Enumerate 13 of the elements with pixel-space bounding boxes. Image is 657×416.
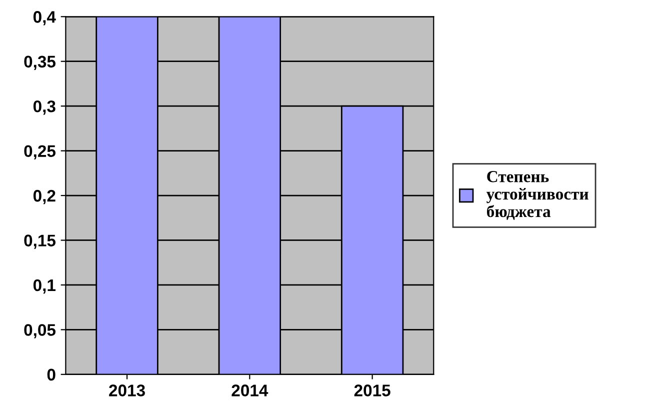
y-tick-label: 0,3 (33, 100, 56, 115)
legend-label: Степень устойчивости бюджета (486, 171, 588, 220)
y-tick-label: 0,2 (33, 190, 56, 204)
y-tick-label: 0 (47, 368, 56, 381)
x-tick-label: 2014 (232, 384, 268, 396)
y-tick-label: 0,15 (24, 234, 56, 249)
y-tick-label: 0,35 (24, 56, 56, 70)
y-tick-label: 0,05 (24, 324, 56, 338)
y-tick-label: 0,4 (33, 11, 56, 26)
y-tick-label: 0,1 (33, 279, 56, 294)
x-tick-label: 2013 (109, 384, 145, 396)
y-tick-label: 0,25 (24, 145, 56, 160)
x-tick-label: 2015 (354, 384, 390, 396)
